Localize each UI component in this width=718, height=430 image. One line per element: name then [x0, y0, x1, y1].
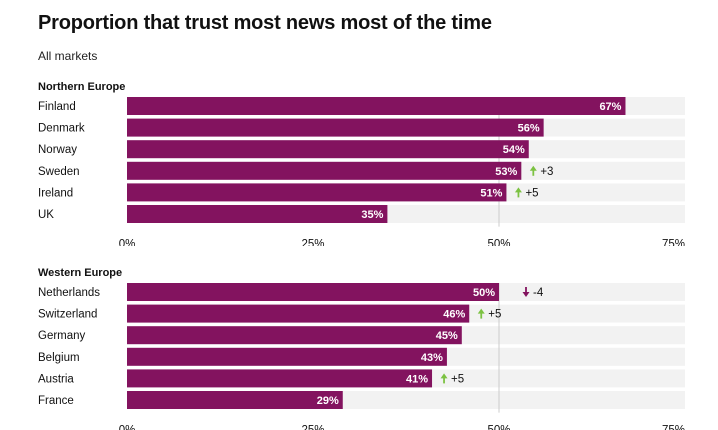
x-tick-label-50: 50%	[487, 239, 510, 246]
category-label-norway: Norway	[38, 144, 77, 156]
category-label-netherlands: Netherlands	[38, 287, 100, 299]
bar-ireland	[127, 183, 507, 202]
bar-switzerland	[127, 304, 470, 323]
value-label-austria: 41%	[406, 373, 428, 385]
category-label-ireland: Ireland	[38, 187, 73, 199]
arrow-head	[477, 308, 485, 314]
category-label-switzerland: Switzerland	[38, 309, 97, 321]
x-tick-label-0: 0%	[119, 425, 136, 430]
change-label-switzerland: +5	[488, 309, 501, 321]
bar-sweden	[127, 161, 522, 180]
bar-denmark	[127, 118, 544, 137]
value-label-france: 29%	[317, 395, 339, 407]
chart-title: Proportion that trust most news most of …	[38, 12, 492, 34]
category-label-finland: Finland	[38, 101, 76, 113]
western-europe-chart: Western Europe Netherlands Switzerland Germ…	[38, 267, 685, 430]
arrow-head	[440, 373, 448, 379]
northern-europe-chart: Northern Europe Finland Denmark Norway Swede…	[38, 81, 685, 246]
x-tick-label-25: 25%	[301, 239, 324, 246]
category-label-denmark: Denmark	[38, 123, 85, 135]
value-label-netherlands: 50%	[473, 287, 495, 299]
up-arrow-icon-ireland	[514, 187, 522, 198]
bar-norway	[127, 140, 529, 159]
bar-austria	[127, 369, 433, 388]
category-label-belgium: Belgium	[38, 352, 80, 364]
value-label-sweden: 53%	[495, 166, 517, 178]
category-label-sweden: Sweden	[38, 166, 80, 178]
change-label-sweden: +3	[540, 166, 553, 178]
change-label-ireland: +5	[525, 187, 538, 199]
category-label-france: France	[38, 395, 74, 407]
value-label-norway: 54%	[503, 144, 525, 156]
x-tick-label-75: 75%	[662, 239, 685, 246]
bar-belgium	[127, 347, 447, 366]
category-label-austria: Austria	[38, 373, 74, 385]
value-label-germany: 45%	[436, 330, 458, 342]
bar-netherlands	[127, 283, 499, 301]
value-label-uk: 35%	[361, 209, 383, 221]
chart-subtitle: All markets	[38, 49, 98, 63]
x-tick-label-0: 0%	[119, 239, 136, 246]
change-label-netherlands: -4	[533, 287, 544, 299]
bar-germany	[127, 326, 462, 345]
category-label-uk: UK	[38, 209, 54, 221]
x-tick-label-25: 25%	[301, 425, 324, 430]
bar-finland	[127, 97, 626, 115]
arrow-head	[514, 187, 522, 193]
value-label-ireland: 51%	[480, 187, 502, 199]
value-label-belgium: 43%	[421, 352, 443, 364]
group-heading: Northern Europe	[38, 81, 125, 93]
x-tick-label-50: 50%	[487, 425, 510, 430]
value-label-denmark: 56%	[518, 123, 540, 135]
arrow-head	[522, 292, 530, 297]
arrow-head	[529, 165, 537, 171]
down-arrow-icon-netherlands	[522, 287, 530, 297]
x-tick-label-75: 75%	[662, 425, 685, 430]
value-label-finland: 67%	[599, 101, 621, 113]
up-arrow-icon-switzerland	[477, 308, 485, 319]
bar-uk	[127, 205, 388, 223]
group-heading: Western Europe	[38, 267, 122, 279]
bar-france	[127, 391, 343, 409]
value-label-switzerland: 46%	[443, 309, 465, 321]
change-label-austria: +5	[451, 373, 464, 385]
up-arrow-icon-austria	[440, 373, 448, 384]
up-arrow-icon-sweden	[529, 165, 537, 176]
category-label-germany: Germany	[38, 330, 86, 342]
